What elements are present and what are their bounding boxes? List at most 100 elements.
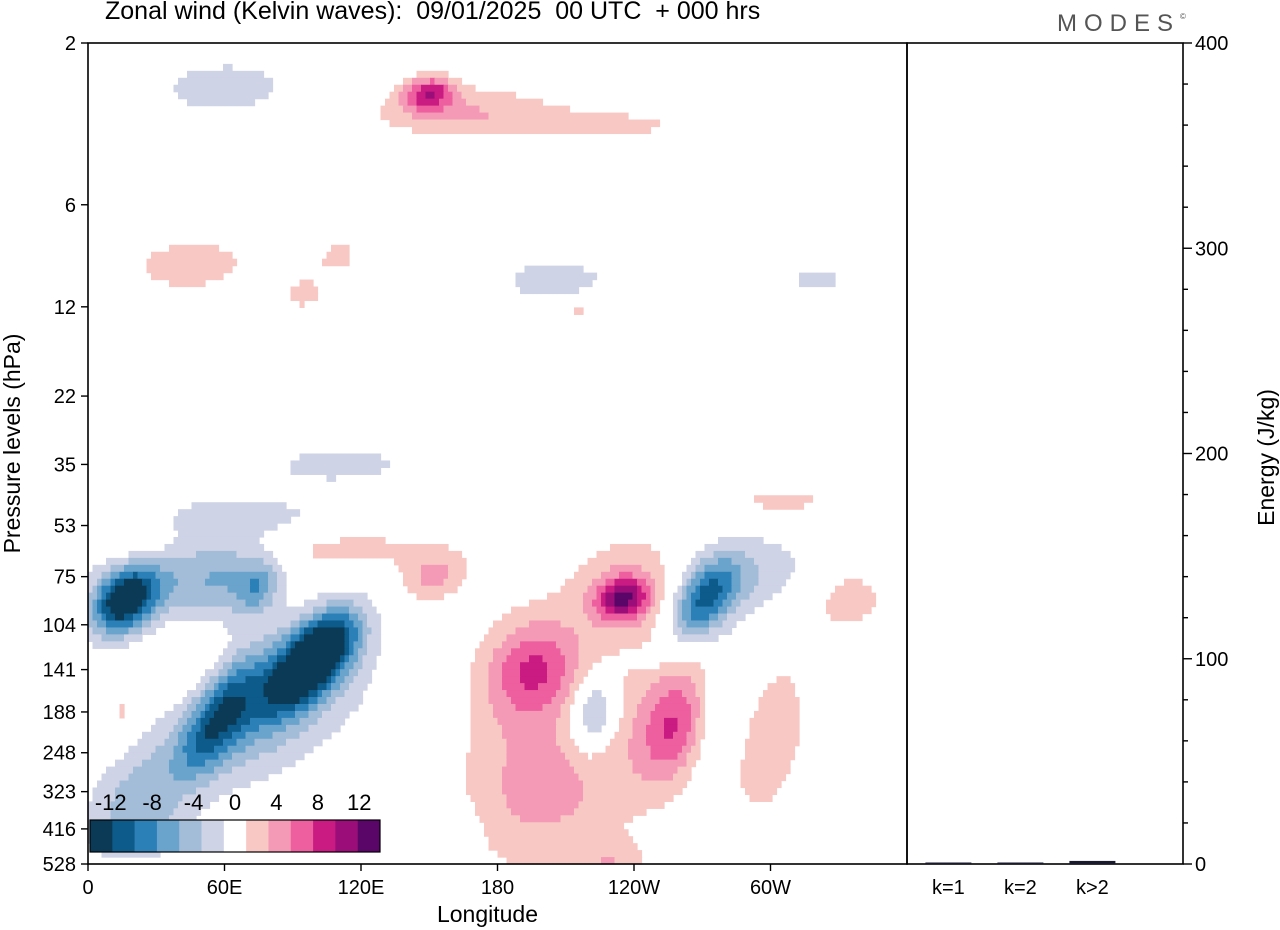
heatmap-cell-run xyxy=(470,724,503,733)
heatmap-cell-run xyxy=(754,710,800,719)
heatmap-cell-run xyxy=(682,571,692,580)
energy-axis-title: Energy (J/kg) xyxy=(1253,389,1279,526)
heatmap-cell-run xyxy=(142,578,152,587)
energy-category-label: k=2 xyxy=(1004,877,1037,899)
heatmap-cell-run xyxy=(718,536,764,545)
heatmap-cell-run xyxy=(628,606,638,615)
y-tick-label: 12 xyxy=(54,297,76,319)
heatmap-cell-run xyxy=(169,731,179,740)
heatmap-cell-run xyxy=(650,592,656,601)
heatmap-cell-run xyxy=(142,627,157,635)
heatmap-cell-run xyxy=(173,536,260,545)
heatmap-cell-run xyxy=(650,710,692,719)
heatmap-cell-run xyxy=(169,815,197,823)
heatmap-cell-run xyxy=(250,578,260,587)
heatmap-cell-run xyxy=(380,105,404,114)
heatmap-cell-run xyxy=(641,620,656,629)
heatmap-cell-run xyxy=(340,683,350,691)
heatmap-cell-run xyxy=(371,627,382,635)
heatmap-cell-run xyxy=(281,634,292,642)
x-tick-label: 60W xyxy=(750,877,791,899)
heatmap-cell-run xyxy=(452,91,463,100)
heatmap-cell-run xyxy=(178,509,301,517)
heatmap-cell-run xyxy=(92,627,107,635)
heatmap-cell-run xyxy=(106,627,130,635)
heatmap-cell-run xyxy=(605,578,616,587)
heatmap-cell-run xyxy=(232,731,247,740)
heatmap-cell-run xyxy=(349,606,364,615)
heatmap-cell-run xyxy=(587,585,598,594)
heatmap-cell-run xyxy=(677,585,683,594)
heatmap-cell-run xyxy=(326,251,350,260)
heatmap-cell-run xyxy=(529,620,562,629)
heatmap-cell-run xyxy=(187,731,197,740)
heatmap-cell-run xyxy=(560,815,634,823)
heatmap-cell-run xyxy=(151,724,175,733)
heatmap-cell-run xyxy=(160,564,274,573)
heatmap-cell-run xyxy=(353,648,359,656)
heatmap-cell-run xyxy=(475,655,494,663)
heatmap-cell-run xyxy=(731,578,742,587)
heatmap-cell-run xyxy=(601,592,607,601)
heatmap-cell-run xyxy=(268,697,301,705)
heatmap-cell-run xyxy=(749,731,800,740)
heatmap-cell-run xyxy=(466,787,503,796)
heatmap-cell-run xyxy=(677,613,683,622)
heatmap-cell-run xyxy=(740,571,760,580)
heatmap-cell-run xyxy=(632,592,638,601)
heatmap-cell-run xyxy=(92,585,98,594)
heatmap-cell-run xyxy=(173,752,188,761)
heatmap-cell-run xyxy=(488,627,517,635)
heatmap-cell-run xyxy=(196,731,206,740)
heatmap-cell-run xyxy=(110,808,175,816)
heatmap-cell-run xyxy=(367,613,382,622)
heatmap-cell-run xyxy=(313,606,328,615)
y-tick-label: 2 xyxy=(65,33,76,55)
heatmap-cell-run xyxy=(92,599,98,608)
heatmap-cell-run xyxy=(173,808,202,816)
heatmap-cell-run xyxy=(326,697,337,705)
heatmap-cell-run xyxy=(560,683,571,691)
heatmap-cell-run xyxy=(695,585,701,594)
heatmap-cell-run xyxy=(128,627,143,635)
heatmap-cell-run xyxy=(529,655,544,663)
heatmap-cell-run xyxy=(295,710,310,719)
heatmap-cell-run xyxy=(506,745,562,754)
heatmap-cell-run xyxy=(115,585,148,594)
heatmap-cell-run xyxy=(425,91,436,100)
heatmap-cell-run xyxy=(101,571,112,580)
heatmap-cell-run xyxy=(394,557,467,566)
heatmap-cell-run xyxy=(92,641,130,649)
heatmap-cell-run xyxy=(155,571,175,580)
heatmap-cell-run xyxy=(506,857,602,865)
heatmap-cell-run xyxy=(686,738,697,747)
heatmap-cell-run xyxy=(299,453,382,462)
heatmap-cell-run xyxy=(119,780,211,789)
heatmap-cell-run xyxy=(299,613,314,622)
heatmap-cell-run xyxy=(614,592,634,601)
heatmap-cell-run xyxy=(155,717,179,726)
heatmap-cell-run xyxy=(677,634,719,642)
heatmap-cell-run xyxy=(520,669,548,677)
heatmap-cell-run xyxy=(835,585,872,594)
heatmap-cell-run xyxy=(578,564,611,573)
heatmap-cell-run xyxy=(673,627,683,635)
heatmap-cell-run xyxy=(124,564,161,573)
y-tick-label: 323 xyxy=(43,782,76,804)
heatmap-cell-run xyxy=(92,606,98,615)
heatmap-cell-run xyxy=(691,710,701,719)
heatmap-cell-run xyxy=(119,703,125,712)
heatmap-cell-run xyxy=(583,717,607,726)
heatmap-cell-run xyxy=(155,606,170,615)
heatmap-cell-run xyxy=(137,571,157,580)
heatmap-cell-run xyxy=(691,557,701,566)
heatmap-cell-run xyxy=(151,251,233,260)
heatmap-cell-run xyxy=(416,70,449,79)
heatmap-cell-run xyxy=(677,724,692,733)
heatmap-cell-run xyxy=(263,690,310,698)
heatmap-cell-run xyxy=(263,634,283,642)
heatmap-cell-run xyxy=(740,578,760,587)
heatmap-cell-run xyxy=(637,710,652,719)
heatmap-cell-run xyxy=(578,655,602,663)
